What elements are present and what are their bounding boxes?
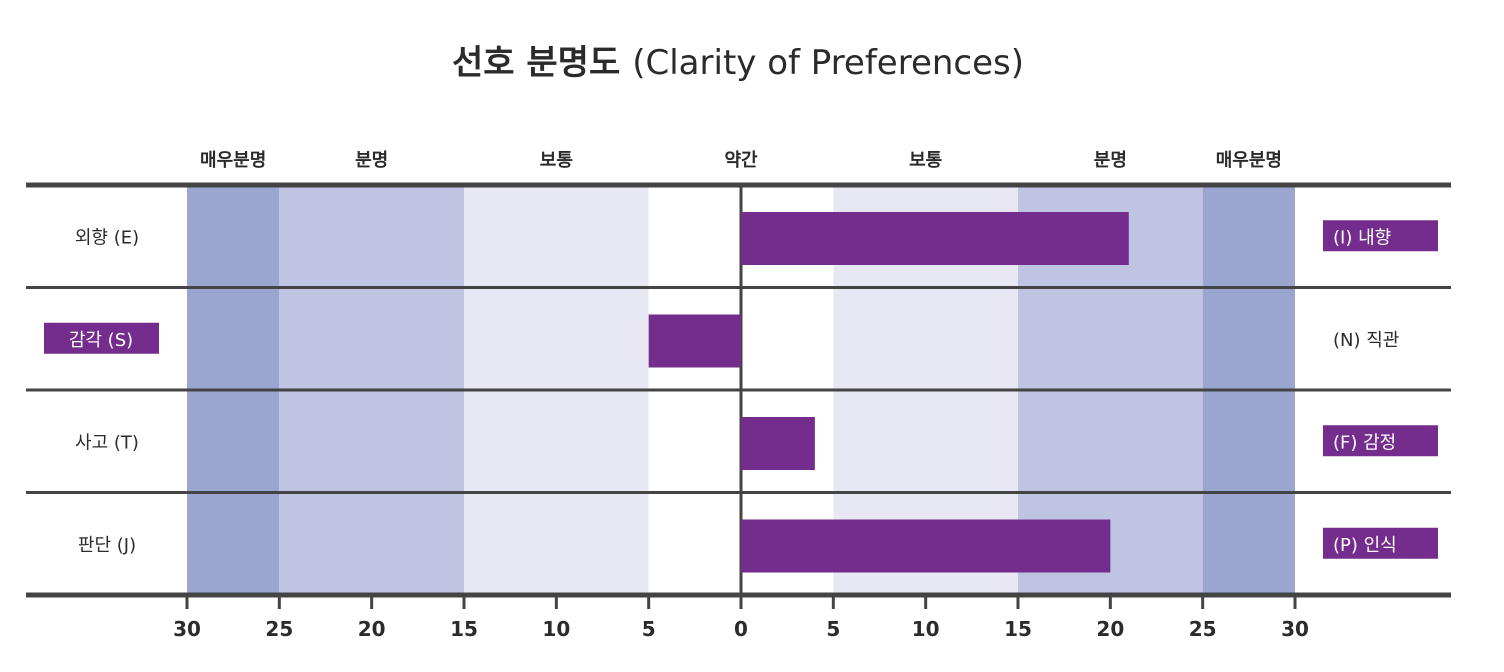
x-tick-label: 15 xyxy=(1004,617,1032,641)
x-tick-label: 20 xyxy=(1096,617,1124,641)
x-axis-ticks: 30 25 20 15 10 5 0 5 10 15 20 25 30 xyxy=(173,595,1309,641)
band-header-label: 매우분명 xyxy=(1216,150,1282,171)
left-preference-label: 판단 (J) xyxy=(78,535,136,556)
band-header-label: 분명 xyxy=(1094,150,1127,171)
preference-bar xyxy=(741,212,1129,265)
band-header-label: 분명 xyxy=(355,150,388,171)
right-preference-label: (I) 내향 xyxy=(1333,227,1391,248)
chart-title-main: 선호 분명도 xyxy=(452,43,620,83)
chart-title-sub: (Clarity of Preferences) xyxy=(632,43,1024,83)
right-label-highlight xyxy=(1323,220,1438,252)
right-preference-label: (F) 감정 xyxy=(1333,432,1396,453)
band-header-label: 매우분명 xyxy=(200,150,266,171)
x-tick-label: 5 xyxy=(826,617,840,641)
left-preference-label: 감각 (S) xyxy=(69,330,133,351)
left-preference-label: 사고 (T) xyxy=(75,432,139,453)
x-tick-label: 30 xyxy=(1281,617,1309,641)
right-preference-label: (N) 직관 xyxy=(1333,330,1399,351)
x-tick-label: 25 xyxy=(1189,617,1217,641)
band-header-label: 보통 xyxy=(540,150,573,171)
right-preference-label: (P) 인식 xyxy=(1333,535,1397,556)
right-label-highlight xyxy=(1323,425,1438,457)
preference-bar xyxy=(741,417,815,470)
preference-bar xyxy=(741,519,1111,573)
x-tick-label: 25 xyxy=(265,617,293,641)
x-tick-label: 30 xyxy=(173,617,201,641)
preference-bar xyxy=(648,314,741,368)
x-tick-label: 0 xyxy=(734,617,748,641)
x-tick-label: 15 xyxy=(450,617,478,641)
x-tick-label: 5 xyxy=(642,617,656,641)
x-tick-label: 20 xyxy=(358,617,386,641)
left-preference-label: 외향 (E) xyxy=(75,227,139,248)
left-label-highlight xyxy=(44,322,159,354)
band-header-label: 약간 xyxy=(724,149,758,171)
band-header-label: 보통 xyxy=(909,150,942,171)
x-tick-label: 10 xyxy=(912,617,940,641)
chart-title: 선호 분명도 (Clarity of Preferences) xyxy=(452,43,1024,83)
x-tick-label: 10 xyxy=(542,617,570,641)
bars xyxy=(648,212,1129,573)
right-label-highlight xyxy=(1323,527,1438,559)
